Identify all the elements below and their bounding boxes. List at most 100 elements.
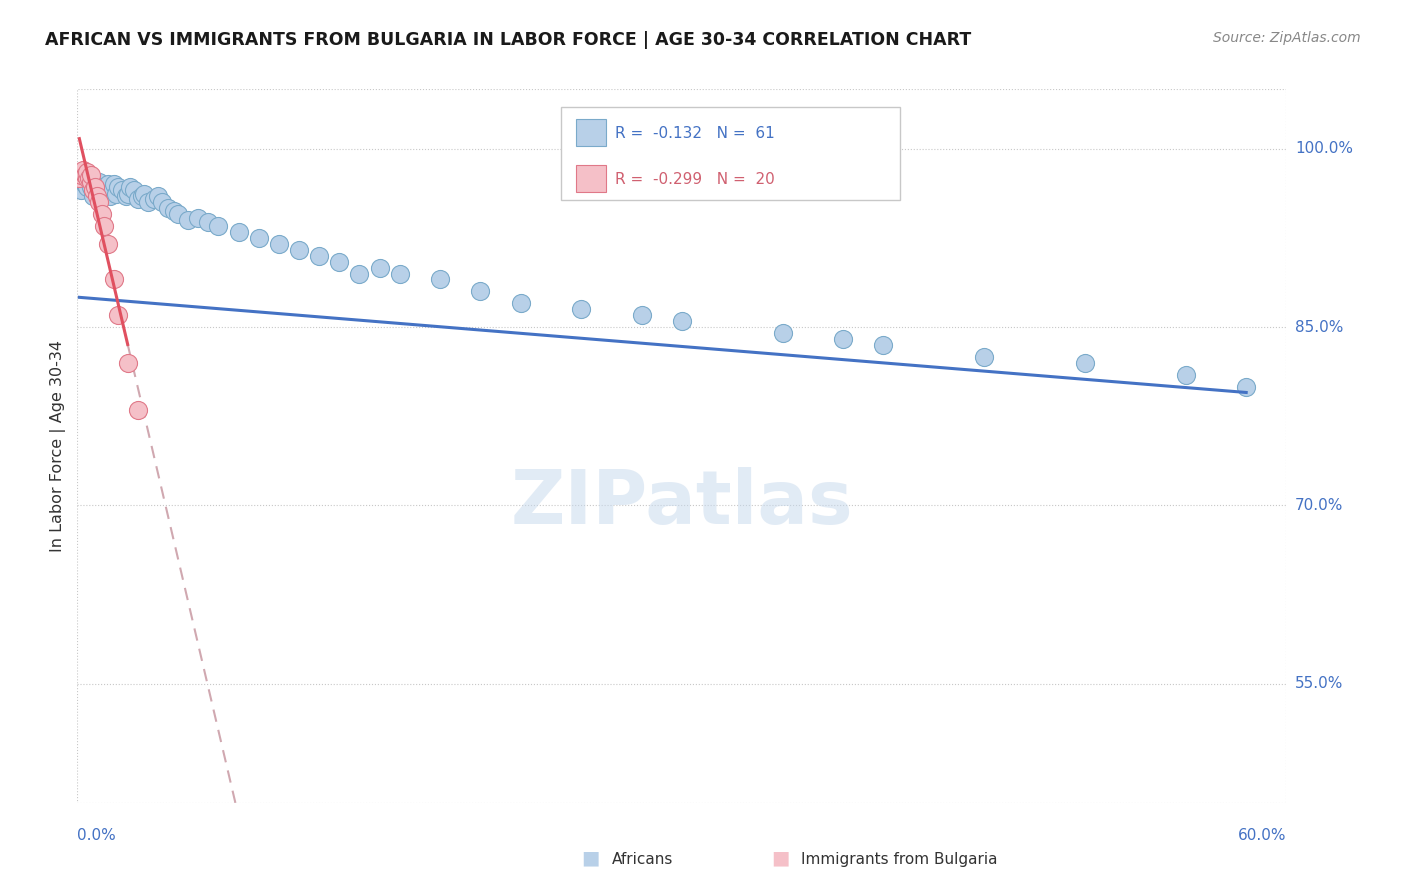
Point: [671, 314, 693, 328]
Point: [72, 171, 94, 186]
Point: [1174, 368, 1197, 382]
Point: [79, 175, 101, 189]
Point: [167, 207, 190, 221]
Point: [79, 171, 101, 186]
Point: [96, 236, 118, 251]
Point: [207, 219, 229, 233]
Point: [89, 195, 111, 210]
Point: [973, 350, 995, 364]
Point: [127, 192, 149, 206]
Point: [93, 183, 115, 197]
Point: [197, 215, 219, 229]
Point: [107, 179, 129, 194]
Point: [72, 163, 94, 178]
Point: [368, 260, 391, 275]
Point: [76, 171, 98, 186]
Point: [76, 179, 98, 194]
Text: ■: ■: [581, 848, 600, 867]
Point: [1074, 356, 1097, 370]
Text: 0.0%: 0.0%: [77, 828, 117, 843]
Bar: [575, 119, 606, 146]
Point: [388, 267, 411, 281]
Point: [308, 249, 330, 263]
Point: [67, 178, 90, 192]
Point: [150, 195, 173, 210]
Point: [89, 175, 111, 189]
Text: 55.0%: 55.0%: [1295, 676, 1343, 691]
Point: [70, 183, 93, 197]
Text: 70.0%: 70.0%: [1295, 498, 1343, 513]
Text: R =  -0.132   N =  61: R = -0.132 N = 61: [616, 126, 775, 141]
Point: [80, 175, 103, 189]
Point: [114, 189, 136, 203]
Point: [90, 207, 112, 221]
Point: [228, 225, 250, 239]
Point: [267, 236, 290, 251]
Point: [247, 231, 270, 245]
Bar: [561, 107, 900, 200]
Point: [90, 179, 112, 194]
Point: [98, 189, 121, 203]
Text: 85.0%: 85.0%: [1295, 319, 1343, 334]
Point: [832, 332, 855, 346]
Point: [80, 179, 103, 194]
Text: 60.0%: 60.0%: [1239, 828, 1286, 843]
Point: [131, 189, 153, 203]
Point: [569, 302, 592, 317]
Point: [118, 179, 141, 194]
Point: [82, 189, 104, 203]
Point: [82, 183, 104, 197]
Point: [103, 178, 125, 192]
Point: [84, 183, 107, 197]
Text: AFRICAN VS IMMIGRANTS FROM BULGARIA IN LABOR FORCE | AGE 30-34 CORRELATION CHART: AFRICAN VS IMMIGRANTS FROM BULGARIA IN L…: [45, 31, 972, 49]
Point: [163, 203, 186, 218]
Point: [328, 254, 350, 268]
Point: [75, 178, 97, 192]
Point: [630, 308, 652, 322]
Point: [111, 183, 134, 197]
Y-axis label: In Labor Force | Age 30-34: In Labor Force | Age 30-34: [51, 340, 66, 552]
Text: Immigrants from Bulgaria: Immigrants from Bulgaria: [801, 852, 998, 867]
Point: [132, 186, 155, 201]
Point: [1234, 379, 1257, 393]
Point: [117, 356, 139, 370]
Point: [67, 171, 90, 186]
Point: [772, 326, 794, 340]
Point: [146, 189, 169, 203]
Point: [93, 219, 115, 233]
Point: [79, 171, 101, 186]
Point: [429, 272, 451, 286]
Point: [84, 179, 107, 194]
Point: [470, 285, 492, 299]
Point: [107, 308, 129, 322]
Point: [86, 189, 108, 203]
Text: Source: ZipAtlas.com: Source: ZipAtlas.com: [1213, 31, 1361, 45]
Point: [157, 201, 180, 215]
Point: [80, 168, 103, 182]
Point: [187, 211, 209, 225]
Point: [76, 165, 98, 179]
Text: 100.0%: 100.0%: [1295, 141, 1353, 156]
Point: [104, 186, 127, 201]
Point: [872, 338, 894, 352]
Point: [103, 272, 125, 286]
Text: ■: ■: [770, 848, 790, 867]
Point: [288, 243, 311, 257]
Point: [75, 168, 97, 182]
Point: [509, 296, 531, 310]
Point: [142, 192, 165, 206]
Point: [117, 186, 139, 201]
Point: [136, 195, 159, 210]
Point: [100, 183, 122, 197]
Point: [70, 168, 93, 182]
Point: [96, 178, 118, 192]
Point: [177, 213, 200, 227]
Text: Africans: Africans: [612, 852, 673, 867]
Text: ZIPatlas: ZIPatlas: [510, 467, 853, 540]
Point: [127, 403, 149, 417]
Point: [86, 178, 108, 192]
Text: R =  -0.299   N =  20: R = -0.299 N = 20: [616, 172, 775, 187]
Point: [122, 183, 145, 197]
Point: [349, 267, 371, 281]
Bar: [575, 165, 606, 193]
